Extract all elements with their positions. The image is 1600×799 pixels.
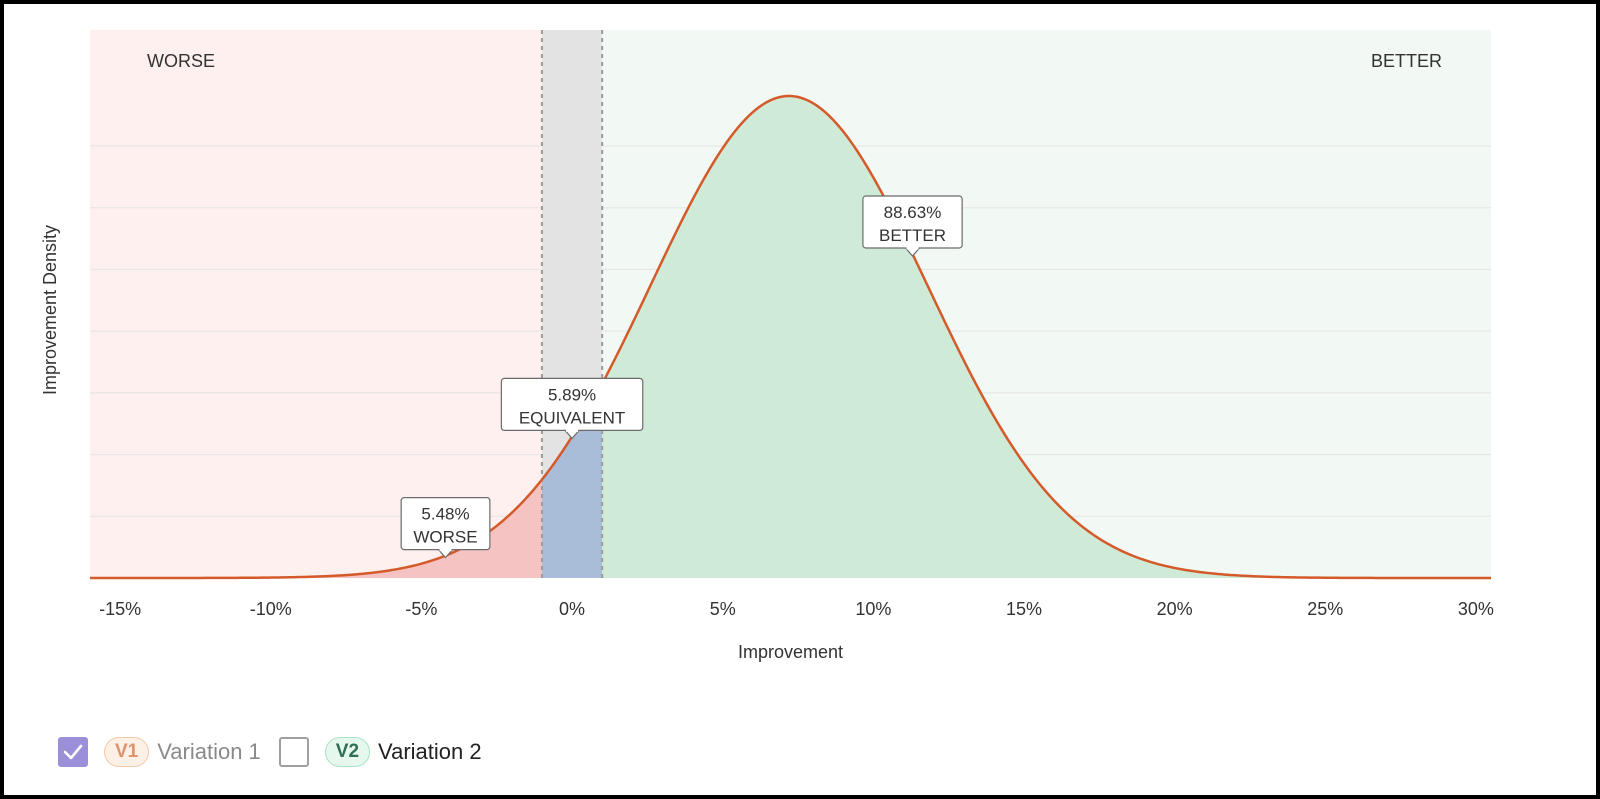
x-tick-label: -10% [250, 599, 292, 619]
x-tick-label: 20% [1157, 599, 1193, 619]
callout-pointer-mask [566, 428, 579, 432]
legend: V1 Variation 1 V2 Variation 2 [58, 737, 500, 767]
variation-1-checkbox[interactable] [58, 737, 88, 767]
variation-2-label: Variation 2 [378, 739, 482, 764]
area-better [602, 96, 1491, 578]
variation-2-badge: V2 [324, 737, 371, 767]
x-tick-label: 5% [710, 599, 736, 619]
callout-probability: 88.63% [884, 203, 942, 222]
callout-pointer [438, 549, 453, 559]
callout-label: EQUIVALENT [519, 408, 625, 427]
callout-worse: 5.48% WORSE [400, 497, 491, 559]
zone-label-better: BETTER [1371, 51, 1442, 71]
callout-pointer-mask [906, 246, 919, 250]
callout-pointer-mask [439, 548, 452, 552]
callout-pointer [564, 430, 580, 440]
callout-probability: 5.89% [548, 385, 596, 404]
x-tick-label: 0% [559, 599, 585, 619]
x-tick-label: -5% [405, 599, 437, 619]
callout-probability: 5.48% [421, 505, 469, 524]
density-curve [90, 94, 1491, 580]
area-worse [90, 479, 542, 578]
variation-1-badge: V1 [104, 737, 150, 767]
variation-1-label: Variation 1 [157, 739, 261, 764]
x-axis-label: Improvement [738, 642, 843, 662]
callout-label: BETTER [879, 226, 946, 245]
callout-better: 88.63% BETTER [862, 195, 963, 257]
x-tick-label: 10% [855, 599, 891, 619]
x-tick-label: 15% [1006, 599, 1042, 619]
variation-2-checkbox[interactable] [278, 737, 309, 767]
checkmark-icon [63, 744, 83, 760]
callout-equivalent: 5.89% EQUIVALENT [500, 377, 644, 440]
callout-pointer [905, 247, 920, 257]
area-equivalent [541, 383, 603, 578]
legend-item-variation-1[interactable]: V1 Variation 1 [58, 737, 261, 767]
x-tick-label: 30% [1458, 599, 1494, 619]
y-axis-label: Improvement Density [40, 225, 60, 395]
region-worse-background [90, 30, 542, 578]
zone-label-worse: WORSE [147, 51, 215, 71]
legend-item-variation-2[interactable]: V2 Variation 2 [278, 737, 482, 767]
chart-panel: -15% -10% -5% 0% 5% 10% 15% 20% 25% 30% Improvemen… [4, 4, 1596, 795]
density-chart: -15% -10% -5% 0% 5% 10% 15% 20% 25% 30% Improvemen… [40, 30, 1494, 662]
x-tick-label: 25% [1307, 599, 1343, 619]
x-tick-label: -15% [99, 599, 141, 619]
callout-label: WORSE [413, 528, 477, 547]
